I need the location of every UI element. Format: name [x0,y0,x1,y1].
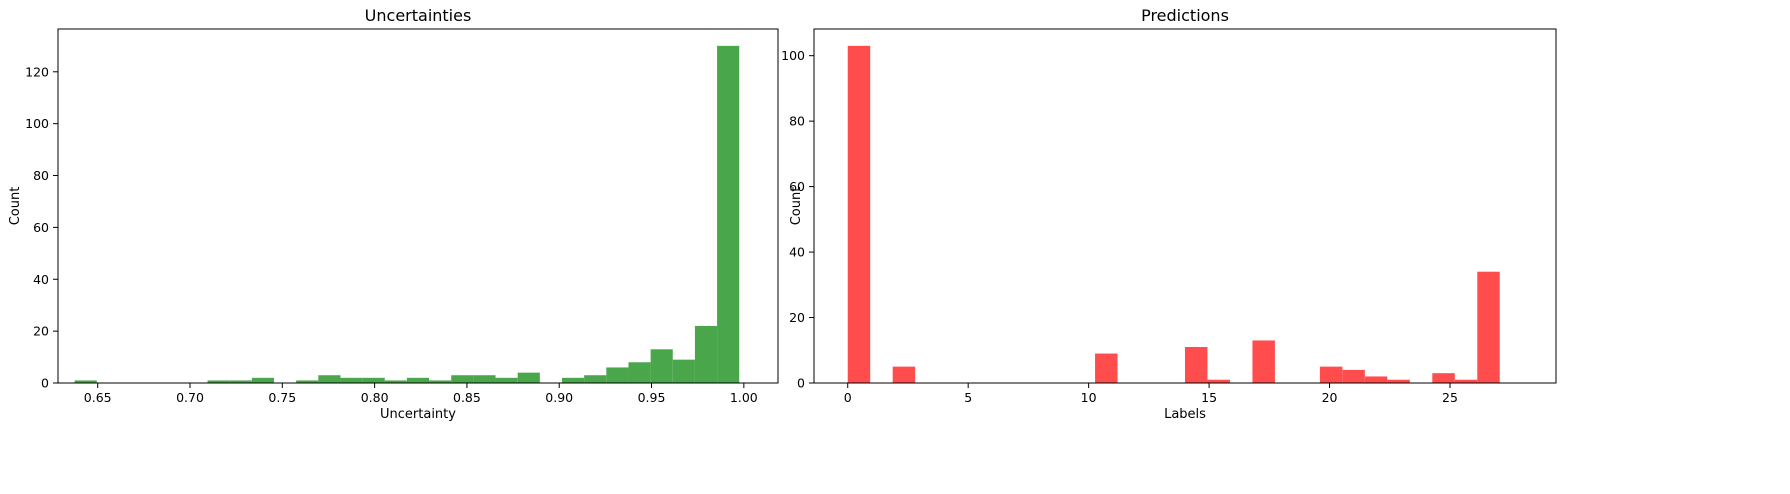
histogram-bar [892,366,916,383]
histogram-bar [1432,373,1455,383]
histogram-bar [1319,366,1343,383]
histogram-bar [1454,379,1478,383]
y-tick-label: 20 [789,310,805,325]
histogram-bar [229,380,252,383]
x-tick-label: 5 [964,390,972,405]
histogram-bar [251,377,274,383]
y-tick-label: 0 [41,376,49,391]
histogram-bar [318,375,341,383]
histogram-bar [1364,376,1388,383]
x-axis-label: Labels [1164,407,1206,422]
x-tick-label: 0.80 [361,390,389,405]
histogram-bar [429,380,452,383]
histogram-bar [1095,353,1118,383]
histogram-bar [1387,379,1410,383]
histogram-bar [584,375,607,383]
histogram-bar [517,372,540,383]
y-axis-ticks: 0 20 40 60 80 100 [781,48,814,391]
y-tick-label: 100 [781,48,805,63]
histogram-bar [672,359,695,383]
chart-title: Uncertainties [365,6,472,25]
histogram-bar [406,377,430,383]
histogram-bar [1477,271,1500,383]
histogram-bar [207,380,230,383]
x-axis-ticks: 0 5 10 15 20 25 [844,383,1458,405]
y-axis-ticks: 0 20 40 60 80 100 120 [25,64,58,391]
x-tick-label: 25 [1442,390,1458,405]
histogram-bar [628,362,651,383]
predictions-chart: Predictions 0 5 10 15 20 25 0 20 40 60 80 100 Labe… [781,6,1557,422]
chart-title: Predictions [1141,6,1229,25]
histogram-bar [473,375,496,383]
histogram-bar [1184,346,1208,383]
histogram-bar [340,377,363,383]
x-tick-label: 15 [1201,390,1217,405]
x-tick-label: 0.65 [84,390,112,405]
y-tick-label: 60 [789,179,805,194]
x-tick-label: 0.85 [453,390,481,405]
plot-frame [813,28,1557,384]
plot-frame [57,28,779,384]
y-tick-label: 0 [797,376,805,391]
x-tick-label: 20 [1322,390,1338,405]
bars [74,45,740,384]
y-tick-label: 60 [33,220,49,235]
histogram-bar [650,349,673,383]
histogram-bar [562,377,585,383]
y-axis-label: Count [8,187,23,226]
histogram-bar [847,45,871,384]
y-tick-label: 120 [25,64,49,79]
x-tick-label: 0.75 [268,390,296,405]
bars [847,45,1500,384]
x-tick-label: 0.95 [638,390,666,405]
y-tick-label: 40 [33,272,49,287]
x-tick-label: 0 [844,390,852,405]
x-tick-label: 0.90 [545,390,573,405]
histogram-bar [74,380,97,383]
histogram-bar [717,45,740,384]
histogram-bar [362,377,385,383]
y-tick-label: 40 [789,245,805,260]
histogram-bar [1342,369,1365,383]
y-axis-label: Count [789,187,804,226]
x-axis-label: Uncertainty [380,407,456,422]
histogram-bar [296,380,319,383]
histogram-bar [1252,340,1275,383]
histogram-bar [384,380,407,383]
histogram-bar [495,377,518,383]
x-tick-label: 10 [1081,390,1097,405]
y-tick-label: 20 [33,324,49,339]
y-tick-label: 100 [25,116,49,131]
x-tick-label: 1.00 [730,390,758,405]
x-tick-label: 0.70 [176,390,204,405]
histogram-bar [694,325,718,383]
histogram-bar [451,375,474,383]
uncertainties-chart: Uncertainties 0.65 0.70 0.75 0.80 0.85 0.90 0.… [8,6,779,422]
y-tick-label: 80 [33,168,49,183]
histogram-bar [606,367,629,383]
y-tick-label: 80 [789,114,805,129]
histogram-bar [1207,379,1230,383]
x-axis-ticks: 0.65 0.70 0.75 0.80 0.85 0.90 0.95 1.00 [84,383,758,405]
